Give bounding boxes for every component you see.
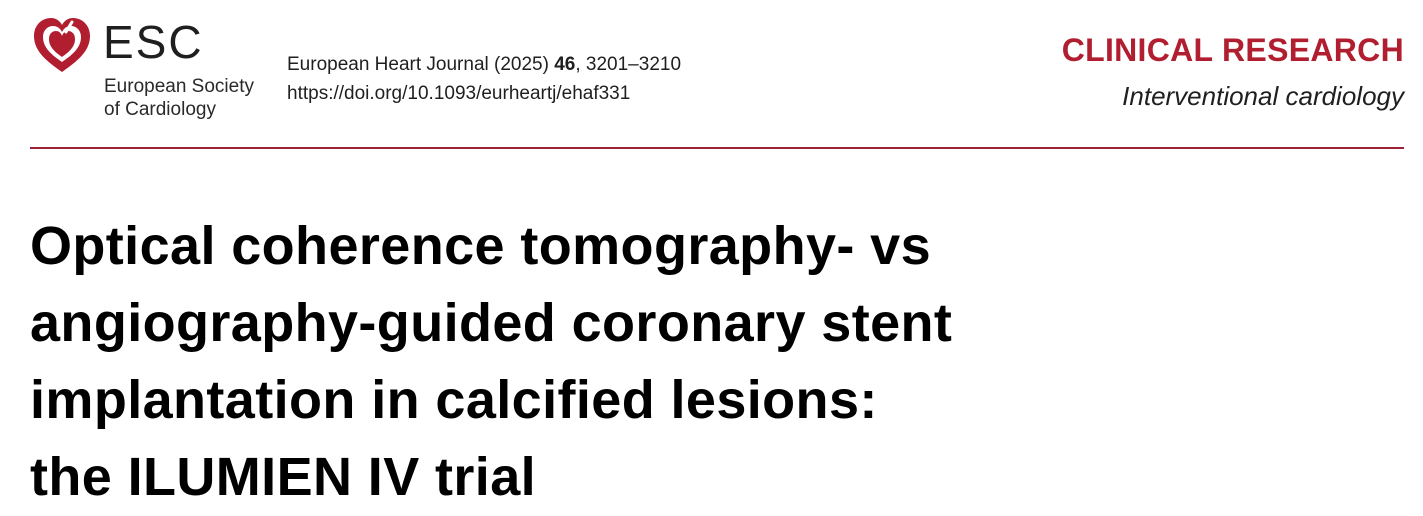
header-divider: [30, 147, 1404, 149]
title-line-3: implantation in calcified lesions:: [30, 370, 878, 430]
subsection-label: Interventional cardiology: [1122, 81, 1404, 111]
journal-volume: 46: [554, 54, 576, 75]
title-line-4: the ILUMIEN IV trial: [30, 447, 537, 507]
society-name: European Society of Cardiology: [104, 75, 254, 121]
citation-block: European Heart Journal (2025) 46, 3201–3…: [287, 50, 681, 108]
title-line-2: angiography-guided coronary stent: [30, 293, 953, 353]
society-name-line-1: European Society: [104, 76, 254, 97]
doi-link[interactable]: https://doi.org/10.1093/eurheartj/ehaf33…: [287, 83, 631, 104]
title-line-1: Optical coherence tomography- vs: [30, 216, 932, 276]
logo-abbreviation: ESC: [103, 16, 204, 68]
section-label: CLINICAL RESEARCH: [1061, 32, 1404, 68]
journal-citation: European Heart Journal (2025) 46, 3201–3…: [287, 50, 681, 79]
article-title: Optical coherence tomography- vs angiogr…: [30, 208, 1130, 516]
society-name-line-2: of Cardiology: [104, 99, 216, 120]
journal-pages: , 3201–3210: [575, 54, 682, 75]
journal-name-year: European Heart Journal (2025): [287, 54, 555, 75]
heart-logo-icon: [34, 18, 90, 72]
